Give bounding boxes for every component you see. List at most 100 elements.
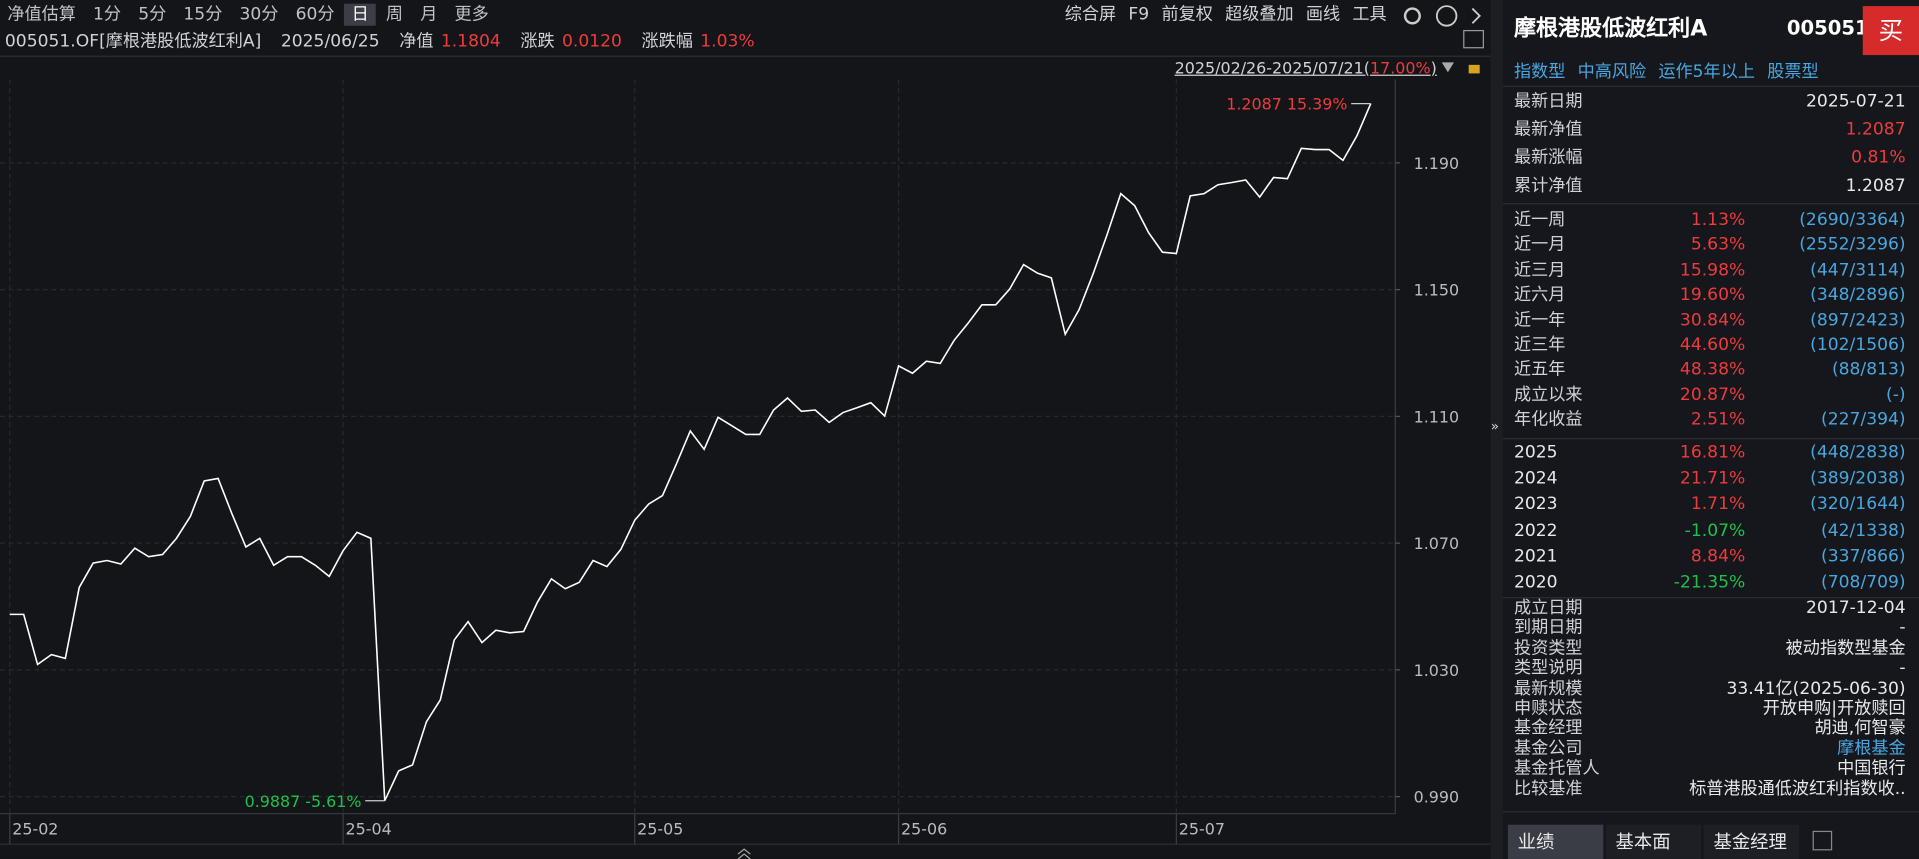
toolbar-button[interactable]: 5分 (138, 4, 167, 25)
period-return: -1.07% (1684, 520, 1746, 541)
toolbar-button[interactable]: 周 (385, 4, 404, 25)
x-tick-label: 25-06 (901, 819, 947, 838)
lock-icon[interactable] (1468, 64, 1480, 74)
period-label: 近一月 (1513, 235, 1566, 255)
period-label: 近一周 (1513, 210, 1566, 231)
detail-value: - (1899, 618, 1906, 638)
side-panel: 摩根港股低波红利A 005051 买 指数型 中高风险 运作5年以上 股票型 最新日期… (1502, 0, 1919, 859)
period-return: 16.81% (1679, 442, 1746, 463)
period-rank: (-) (1886, 385, 1906, 405)
x-tick-label: 25-07 (1179, 819, 1225, 838)
chart: 0.990 1.030 1.070 1.110 1.150 1.190 25-02 25-04… (0, 0, 1491, 859)
y-tick-label: 1.070 (1414, 534, 1460, 553)
period-rank: (2690/3364) (1799, 210, 1906, 231)
period-rank: (337/866) (1821, 546, 1906, 567)
y-tick-label: 1.150 (1414, 281, 1460, 300)
info-date: 2025/06/25 (280, 31, 380, 52)
detail-label: 类型说明 (1513, 658, 1583, 679)
settings-icon[interactable] (1403, 7, 1421, 25)
tag[interactable]: 指数型 (1513, 62, 1566, 82)
period-return: 20.87% (1679, 385, 1746, 405)
next-icon[interactable] (1471, 7, 1481, 24)
range-pct: 17.00% (1369, 59, 1431, 79)
toolbar-button[interactable]: 1分 (93, 4, 122, 25)
tag[interactable]: 股票型 (1767, 62, 1819, 82)
detail-label: 最新规模 (1513, 678, 1583, 699)
info-pct-label: 涨跌幅 (641, 31, 693, 52)
period-rank: (708/709) (1821, 572, 1906, 593)
range[interactable]: 2025/02/26-2025/07/21(17.00%) (1175, 59, 1437, 81)
help-icon[interactable] (1435, 5, 1458, 27)
period-return: 5.63% (1690, 235, 1746, 255)
toolbar-button[interactable]: 15分 (183, 4, 223, 25)
y-tick-label: 0.990 (1414, 788, 1460, 807)
period-return: 30.84% (1679, 310, 1746, 330)
tool-icons (1403, 5, 1481, 27)
tag[interactable]: 运作5年以上 (1658, 62, 1755, 82)
toolbar-button[interactable]: F9 (1128, 4, 1150, 25)
tab-dropdown[interactable] (1812, 830, 1833, 851)
period-return: 1.13% (1690, 210, 1746, 231)
detail-value: - (1899, 658, 1906, 679)
splitter[interactable]: » (1490, 0, 1503, 859)
toolbar-button[interactable]: 60分 (295, 4, 335, 25)
detail-value: 中国银行 (1837, 758, 1906, 779)
period-label: 近六月 (1513, 285, 1566, 305)
detail-value: 开放申购|开放赎回 (1762, 698, 1906, 719)
toolbar-button[interactable]: 超级叠加 (1225, 4, 1294, 25)
x-tick-label: 25-04 (346, 819, 392, 838)
dropdown-icon[interactable] (1441, 62, 1454, 73)
detail-label: 基金经理 (1513, 718, 1583, 739)
info-pct: 1.03% (700, 31, 755, 52)
detail-label: 基金公司 (1513, 738, 1583, 759)
toolbar-button[interactable]: 前复权 (1161, 4, 1213, 25)
toolbar-button[interactable]: 工具 (1352, 4, 1387, 25)
period-label: 2022 (1513, 520, 1558, 541)
period-label: 2025 (1513, 442, 1558, 463)
info-nav: 1.1804 (440, 31, 501, 52)
info-nav-label: 净值 (399, 31, 434, 52)
detail-value: 被动指数型基金 (1785, 638, 1906, 659)
detail-value: 摩根基金 (1837, 738, 1906, 759)
x-tick-label: 25-02 (12, 819, 58, 838)
separator (1502, 597, 1919, 599)
toolbar-button[interactable]: 30分 (239, 4, 279, 25)
period-label: 近五年 (1513, 360, 1566, 380)
buy-button[interactable]: 买 (1862, 6, 1919, 56)
annotation: 1.2087 15.39% (1226, 95, 1347, 114)
period-rank: (42/1338) (1821, 520, 1906, 541)
tab[interactable]: 基金经理 (1703, 824, 1800, 859)
expand-icon[interactable] (737, 848, 751, 859)
tag[interactable]: 中高风险 (1577, 62, 1647, 82)
detail-value: 33.41亿(2025-06-30) (1726, 678, 1906, 699)
toolbar-button[interactable]: 日 (344, 3, 377, 26)
toolbar-button[interactable]: 画线 (1305, 4, 1341, 25)
info-code: 005051.OF[摩根港股低波红利A] (4, 31, 262, 52)
fund-code: 005051 (1786, 15, 1869, 40)
tab[interactable]: 基本面 (1605, 824, 1702, 859)
row-value: 1.2087 (1845, 176, 1906, 196)
period-return: 15.98% (1679, 260, 1746, 280)
detail-value: 2017-12-04 (1806, 598, 1906, 618)
row-label: 最新日期 (1513, 91, 1583, 112)
chart-bg (0, 0, 1491, 859)
wp-icon[interactable] (1463, 29, 1484, 49)
period-return: 44.60% (1679, 335, 1746, 355)
range-text: 2025/02/26-2025/07/21( (1174, 59, 1370, 79)
row-value: 1.2087 (1845, 119, 1906, 140)
period-rank: (88/813) (1831, 360, 1906, 380)
x-tick-label: 25-05 (637, 819, 683, 838)
toolbar-button[interactable]: 月 (420, 4, 438, 25)
toolbar-button[interactable]: 综合屏 (1064, 4, 1117, 25)
toolbar-button[interactable]: 更多 (454, 4, 489, 25)
separator (1502, 203, 1919, 205)
row-label: 最新涨幅 (1513, 148, 1583, 168)
period-label: 2023 (1513, 494, 1558, 515)
tab[interactable]: 业绩 (1507, 824, 1604, 859)
fund-title: 摩根港股低波红利A (1513, 15, 1708, 42)
period-return: 8.84% (1690, 546, 1746, 567)
toolbar-button[interactable]: 净值估算 (7, 4, 76, 25)
info-change-label: 涨跌 (520, 31, 555, 52)
collapse-icon: » (1490, 418, 1499, 435)
